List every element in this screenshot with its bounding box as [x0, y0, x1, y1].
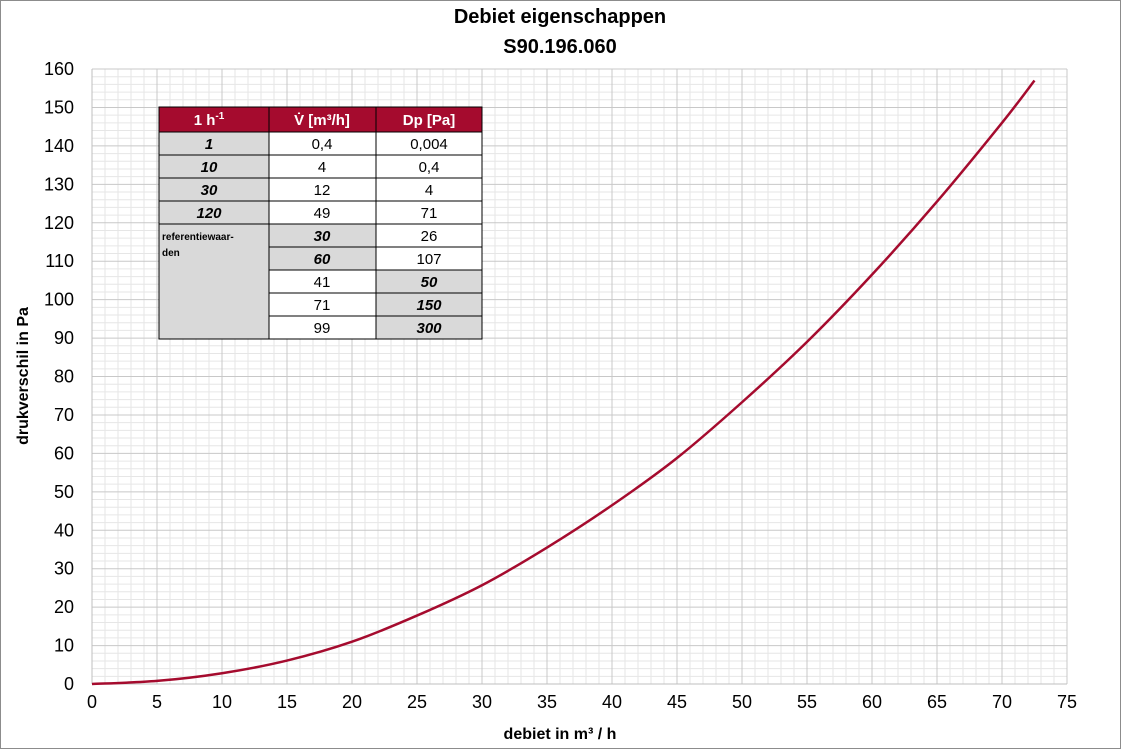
y-tick-label: 20	[54, 597, 74, 617]
y-tick-label: 150	[44, 97, 74, 117]
series-line-0	[91, 79, 1036, 686]
x-tick-label: 65	[927, 692, 947, 712]
y-tick-label: 120	[44, 213, 74, 233]
x-tick-label: 5	[152, 692, 162, 712]
y-tick-label: 10	[54, 636, 74, 656]
table-ref-r2c3: 107	[416, 251, 441, 268]
x-tick-label: 0	[87, 692, 97, 712]
table-cell-r3c3: 4	[425, 182, 433, 199]
x-tick-label: 55	[797, 692, 817, 712]
x-axis-label: debiet in m³ / h	[504, 726, 617, 743]
tick-labels: 0 5 10 15 20 25 30 35 40 45 50 55 60 65 70 75 0 10 20 30 40 5…	[44, 59, 1077, 712]
table-cell-r4c2: 49	[314, 205, 331, 222]
table-cell-r1c1: 1	[205, 136, 213, 153]
x-tick-label: 70	[992, 692, 1012, 712]
x-tick-label: 10	[212, 692, 232, 712]
table-cell-r1c1-bg	[158, 131, 270, 156]
y-tick-label: 40	[54, 520, 74, 540]
x-tick-label: 30	[472, 692, 492, 712]
y-tick-label: 80	[54, 367, 74, 387]
table-ref-r1c2: 30	[314, 228, 331, 245]
table-ref-r1c3: 26	[421, 228, 438, 245]
y-tick-label: 140	[44, 136, 74, 156]
table-ref-label-bg	[158, 223, 270, 340]
table-ref-r5c3-bg	[375, 315, 483, 340]
table-ref-r4c2: 71	[314, 297, 331, 314]
table-header-cell-1	[158, 106, 270, 133]
table-cell-r4c3: 71	[421, 205, 438, 222]
y-tick-label: 70	[54, 405, 74, 425]
table-cell-r1c3: 0,004	[410, 136, 448, 153]
x-tick-label: 60	[862, 692, 882, 712]
table-header-cell-3	[375, 106, 483, 133]
table-ref-r4c3: 150	[416, 297, 442, 314]
table-ref-r3c2: 41	[314, 274, 331, 291]
y-tick-label: 110	[45, 251, 74, 271]
table-ref-label-line2: den	[162, 248, 180, 259]
table-ref-r5c2: 99	[314, 320, 331, 337]
chart-subtitle: S90.196.060	[503, 36, 616, 58]
table-header-3: Dp [Pa]	[403, 112, 456, 129]
table-ref-r2c2: 60	[314, 251, 331, 268]
table-cell-r3c2: 12	[314, 182, 331, 199]
x-tick-label: 45	[667, 692, 687, 712]
x-tick-label: 50	[732, 692, 752, 712]
table-ref-r5c3: 300	[416, 320, 442, 337]
table-cell-r3c1: 30	[201, 182, 218, 199]
y-tick-label: 100	[44, 290, 74, 310]
x-tick-label: 20	[342, 692, 362, 712]
x-tick-label: 15	[277, 692, 297, 712]
table-header-1-text: 1 h	[194, 112, 216, 129]
series-group	[91, 79, 1036, 686]
table-header-1-superscript: -1	[215, 111, 224, 122]
y-tick-label: 90	[54, 328, 74, 348]
y-tick-label: 30	[54, 559, 74, 579]
y-tick-label: 160	[44, 59, 74, 79]
x-tick-label: 75	[1057, 692, 1077, 712]
table-cell-r2c3: 0,4	[419, 159, 440, 176]
table-cell-r2c1: 10	[201, 159, 218, 176]
y-tick-label: 50	[54, 482, 74, 502]
table-ref-label-line1: referentiewaar-	[162, 232, 234, 243]
y-tick-label: 60	[54, 443, 74, 463]
y-tick-label: 0	[64, 674, 74, 694]
table-ref-r3c3: 50	[421, 274, 438, 291]
table-cell-r1c2: 0,4	[312, 136, 333, 153]
table-header-2: V̇ [m³/h]	[294, 112, 350, 129]
y-axis-label: drukverschil in Pa	[15, 307, 32, 445]
x-tick-label: 40	[602, 692, 622, 712]
x-tick-label: 25	[407, 692, 427, 712]
chart-title: Debiet eigenschappen	[454, 6, 666, 28]
table-header-1: 1 h-1	[194, 111, 225, 129]
table-cell-r4c1: 120	[196, 205, 222, 222]
x-tick-label: 35	[537, 692, 557, 712]
data-table: 1 h-1 V̇ [m³/h] Dp [Pa] 1 0,4 0,004 10 4…	[158, 106, 483, 340]
y-tick-label: 130	[44, 174, 74, 194]
table-cell-r2c2: 4	[318, 159, 326, 176]
table-header-cell-2	[268, 106, 377, 133]
